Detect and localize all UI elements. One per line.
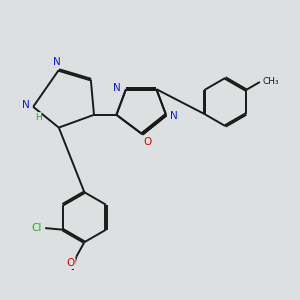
Text: Cl: Cl bbox=[32, 223, 42, 233]
Text: N: N bbox=[113, 82, 121, 93]
Text: O: O bbox=[144, 137, 152, 147]
Text: N: N bbox=[170, 111, 178, 122]
Text: H: H bbox=[35, 112, 41, 122]
Text: N: N bbox=[53, 57, 61, 68]
Text: O: O bbox=[67, 258, 75, 268]
Text: N: N bbox=[22, 100, 30, 110]
Text: CH₃: CH₃ bbox=[262, 77, 279, 86]
